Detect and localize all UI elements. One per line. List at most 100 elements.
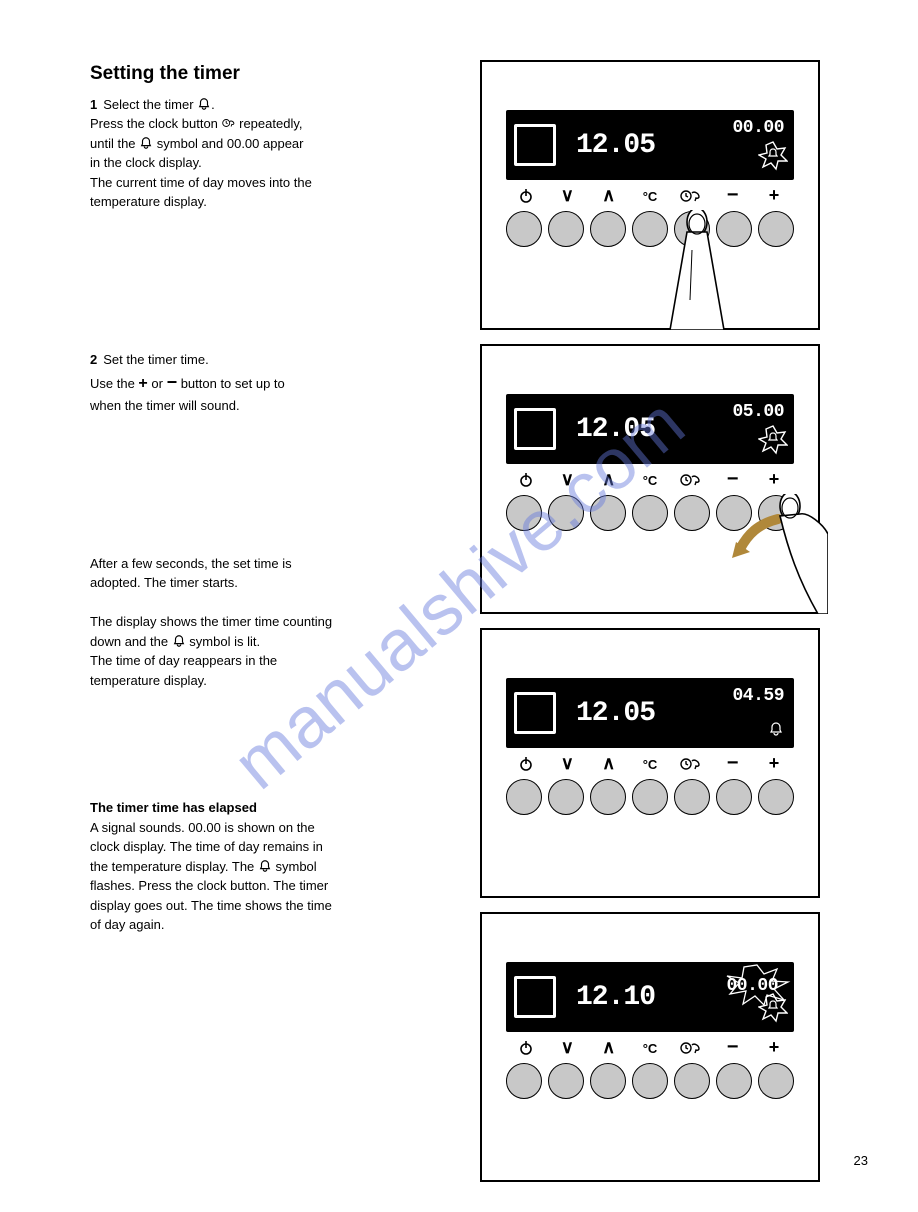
buttons-row (506, 1063, 794, 1099)
control-button[interactable] (758, 779, 794, 815)
label-down: ∨ (549, 472, 585, 491)
control-button[interactable] (674, 779, 710, 815)
clock-key-icon (222, 116, 236, 130)
label-power (508, 472, 544, 491)
text: or (148, 376, 167, 391)
step-1: 1 Select the timer . Press the clock butt… (90, 95, 450, 212)
minus-icon: − (167, 372, 178, 392)
control-button[interactable] (506, 1063, 542, 1099)
text: when the timer will sound. (90, 398, 240, 413)
control-button[interactable] (716, 1063, 752, 1099)
buttons-row (506, 779, 794, 815)
control-button[interactable] (632, 779, 668, 815)
text: Press the clock button (90, 116, 222, 131)
control-button[interactable] (716, 779, 752, 815)
buttons-row (506, 211, 794, 247)
subheading: The timer time has elapsed (90, 798, 450, 818)
bell-icon (258, 859, 272, 873)
text: down and the (90, 634, 172, 649)
text: until the (90, 136, 139, 151)
label-down: ∨ (549, 1040, 585, 1059)
timer-display: 05.00 (732, 402, 784, 422)
control-button[interactable] (506, 211, 542, 247)
control-button[interactable] (632, 495, 668, 531)
control-button[interactable] (674, 1063, 710, 1099)
text: temperature display. (90, 194, 207, 209)
text: adopted. The timer starts. (90, 575, 238, 590)
control-button[interactable] (590, 211, 626, 247)
label-up: ∧ (591, 1040, 627, 1059)
bell-icon (197, 97, 211, 111)
button-labels-row: ∨∧°C−+ (506, 1040, 794, 1059)
alarm-star-icon (758, 141, 788, 176)
text: . (211, 97, 215, 112)
text: Set the timer time. (103, 352, 208, 367)
bell-icon (768, 721, 784, 742)
control-button[interactable] (548, 779, 584, 815)
label-down: ∨ (549, 756, 585, 775)
label-clock-key (673, 1040, 709, 1059)
control-button[interactable] (758, 1063, 794, 1099)
text: Use the (90, 376, 138, 391)
control-button[interactable] (674, 495, 710, 531)
control-panel: 12.10 00.00 ∨∧°C−+ (480, 912, 820, 1182)
label-degC: °C (632, 472, 668, 491)
label-plus: + (756, 1040, 792, 1059)
finger-press-icon (662, 210, 732, 330)
control-button[interactable] (758, 211, 794, 247)
display-screen: 12.05 04.59 (506, 678, 794, 748)
control-button[interactable] (632, 1063, 668, 1099)
label-power (508, 188, 544, 207)
text: clock display. The time of day remains i… (90, 839, 323, 854)
text: button to set up to (177, 376, 285, 391)
panels-column: 12.05 00.00 ∨∧°C−+ 12.05 05.00 ∨∧°C−+ (480, 60, 868, 1182)
label-up: ∧ (591, 472, 627, 491)
after-set-text: After a few seconds, the set time is ado… (90, 554, 450, 691)
label-degC: °C (632, 188, 668, 207)
bell-icon (139, 136, 153, 150)
text: A signal sounds. 00.00 is shown on the (90, 820, 315, 835)
timer-display: 00.00 (732, 118, 784, 138)
bell-icon (172, 634, 186, 648)
section-heading: Setting the timer (90, 60, 450, 89)
step-number: 1 (90, 97, 97, 112)
label-plus: + (756, 756, 792, 775)
text: The display shows the timer time countin… (90, 614, 332, 629)
alarm-star-icon (758, 993, 788, 1028)
mode-indicator (514, 692, 556, 734)
mode-indicator (514, 408, 556, 450)
display-screen: 12.05 05.00 (506, 394, 794, 464)
control-button[interactable] (548, 495, 584, 531)
text: symbol is lit. (186, 634, 260, 649)
text: temperature display. (90, 673, 207, 688)
text: repeatedly, (236, 116, 303, 131)
text: of day again. (90, 917, 164, 932)
control-button[interactable] (548, 211, 584, 247)
elapse-text: The timer time has elapsed A signal soun… (90, 798, 450, 935)
control-panel: 12.05 04.59 ∨∧°C−+ (480, 628, 820, 898)
button-labels-row: ∨∧°C−+ (506, 188, 794, 207)
label-minus: − (715, 188, 751, 207)
text: Select the timer (103, 97, 197, 112)
step-2: 2Set the timer time. Use the + or − butt… (90, 350, 450, 416)
control-button[interactable] (548, 1063, 584, 1099)
control-button[interactable] (590, 1063, 626, 1099)
display-screen: 12.10 00.00 (506, 962, 794, 1032)
control-button[interactable] (506, 779, 542, 815)
text: flashes. Press the clock button. The tim… (90, 878, 328, 893)
label-minus: − (715, 472, 751, 491)
button-labels-row: ∨∧°C−+ (506, 756, 794, 775)
label-power (508, 756, 544, 775)
control-button[interactable] (590, 779, 626, 815)
text: the temperature display. The (90, 859, 258, 874)
text: in the clock display. (90, 155, 202, 170)
control-button[interactable] (506, 495, 542, 531)
label-plus: + (756, 188, 792, 207)
control-button[interactable] (590, 495, 626, 531)
label-minus: − (715, 756, 751, 775)
finger-swipe-icon (728, 494, 828, 614)
label-degC: °C (632, 756, 668, 775)
button-labels-row: ∨∧°C−+ (506, 472, 794, 491)
text: display goes out. The time shows the tim… (90, 898, 332, 913)
text: symbol (272, 859, 317, 874)
